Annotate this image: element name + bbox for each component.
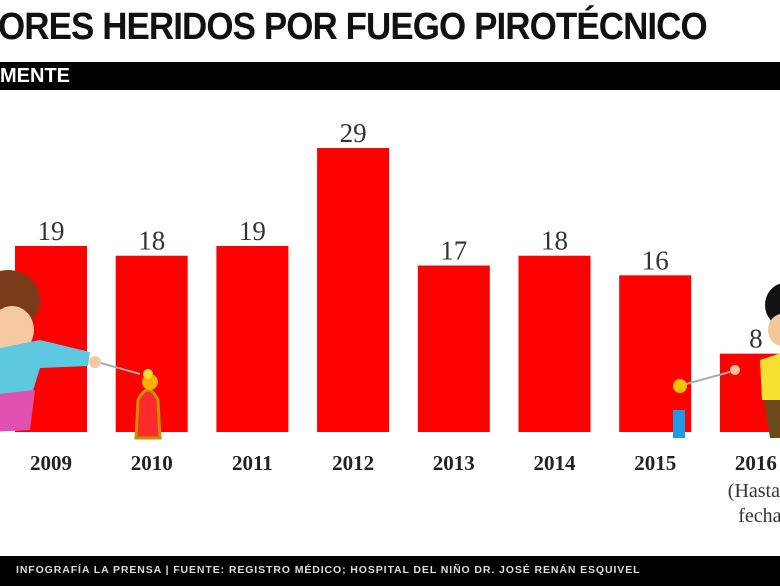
value-label-2010: 18 [138,226,165,256]
value-label-2015: 16 [642,245,669,275]
tick-label-2013: 2013 [433,451,475,475]
tick-label-2016: 2016 [735,451,777,475]
bar-2013 [417,265,490,432]
tick-label-2009: 2009 [30,451,72,475]
chart-subtitle: MENTE [0,65,70,87]
value-label-2014: 18 [541,226,568,256]
bar-2012 [317,148,390,432]
chart-title: ORES HERIDOS POR FUEGO PIROTÉCNICO [0,6,708,48]
value-label-2016: 8 [749,324,763,354]
footer-band: INFOGRAFÍA LA PRENSA | FUENTE: REGISTRO … [0,556,780,586]
tick-label-2012: 2012 [332,451,374,475]
note-2016-line: fecha [738,505,780,527]
value-label-2011: 19 [239,216,266,246]
value-label-2013: 17 [440,236,467,266]
value-label-2012: 29 [340,118,367,148]
bar-2014 [518,255,591,432]
tick-label-2015: 2015 [634,451,676,475]
source-credit: INFOGRAFÍA LA PRENSA | FUENTE: REGISTRO … [16,564,641,576]
girl-illustration-icon [0,270,141,432]
subtitle-band: MENTE [0,62,780,90]
illustration-children [0,270,780,440]
tick-label-2010: 2010 [131,451,173,475]
boy-illustration-icon [730,283,780,438]
bar-2011 [216,245,289,432]
candle-firework-icon [673,371,731,438]
firecracker-icon [134,369,162,440]
value-label-2009: 19 [38,216,65,246]
note-2016-line: (Hasta [728,480,780,502]
tick-label-2014: 2014 [534,451,577,475]
tick-label-2011: 2011 [232,451,273,475]
bar-2015 [619,275,692,432]
